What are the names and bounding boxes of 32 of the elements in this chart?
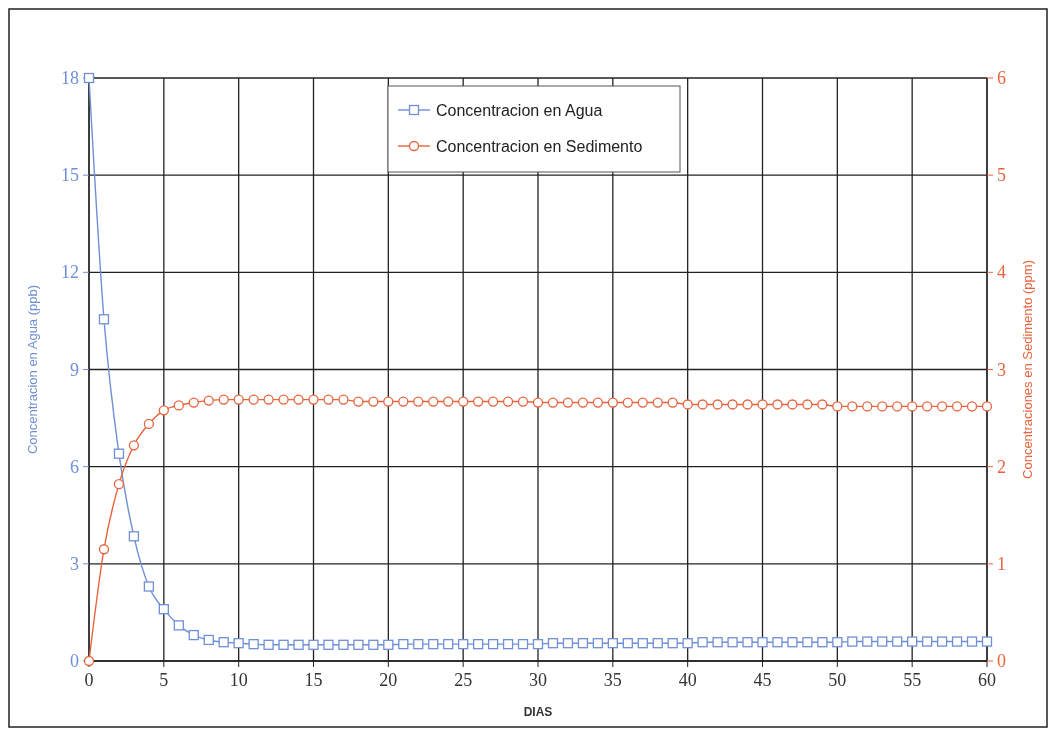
x-tick-label: 0 (84, 670, 94, 690)
x-tick-label: 25 (454, 670, 473, 690)
x-tick-label: 30 (529, 670, 547, 690)
x-tick-label: 20 (379, 670, 398, 690)
y-tick-label: 9 (70, 359, 79, 380)
y-axis-title: Concentracion en Agua (ppb) (25, 284, 40, 455)
y2-tick-label: 5 (997, 165, 1006, 186)
y-tick-label: 15 (61, 165, 79, 186)
y2-tick-label: 1 (997, 553, 1006, 574)
x-tick-label: 40 (678, 670, 697, 690)
x-axis-title: DIAS (523, 705, 553, 719)
y-tick-label: 0 (70, 651, 79, 671)
legend-label: Concentracion en Sedimento (436, 138, 643, 155)
y2-axis-title: Concentraciones en Sedimento (ppm) (1020, 260, 1035, 479)
x-tick-label: 5 (159, 670, 169, 690)
x-tick-label: 45 (753, 670, 772, 690)
x-tick-label: 35 (603, 670, 622, 690)
x-tick-label: 55 (903, 670, 922, 690)
y2-tick-label: 0 (997, 651, 1006, 671)
y-tick-label: 6 (70, 456, 79, 477)
x-tick-label: 60 (978, 670, 996, 690)
y2-tick-label: 2 (997, 456, 1006, 477)
x-tick-label: 50 (828, 670, 847, 690)
y2-tick-label: 6 (997, 68, 1006, 88)
x-tick-label: 15 (304, 670, 323, 690)
y2-tick-label: 4 (997, 262, 1006, 283)
y-tick-label: 3 (70, 553, 79, 574)
y-tick-label: 18 (61, 68, 79, 88)
x-tick-label: 10 (229, 670, 248, 690)
y2-tick-label: 3 (997, 359, 1006, 380)
y-tick-label: 12 (61, 262, 79, 283)
legend-label: Concentracion en Agua (436, 102, 603, 119)
